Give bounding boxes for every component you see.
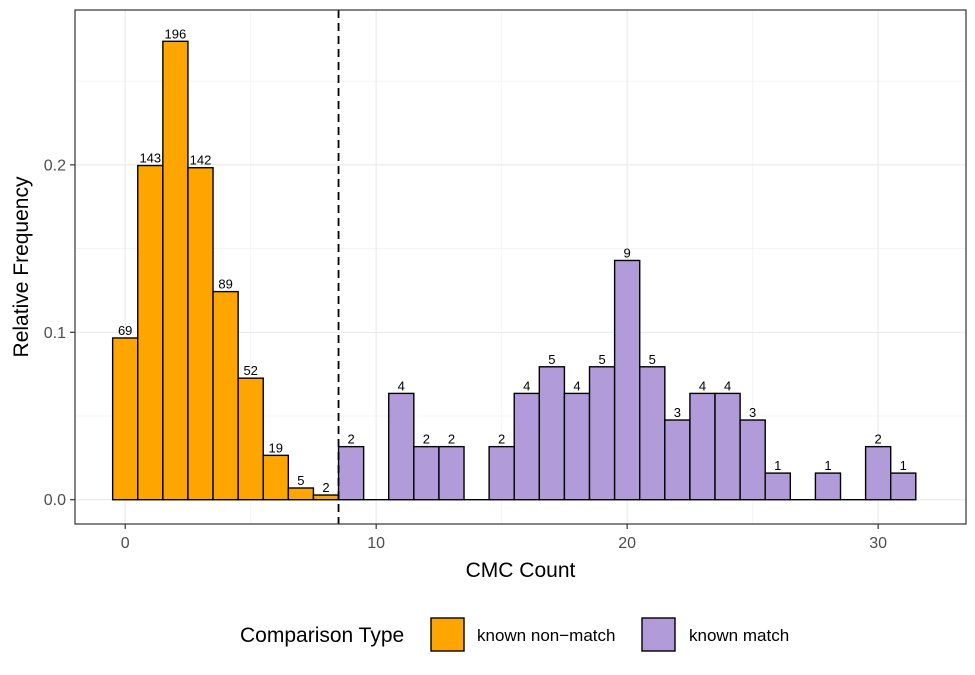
bar-match xyxy=(890,472,917,501)
bar-match xyxy=(538,366,566,501)
bar-non-match xyxy=(287,487,315,501)
legend-label-match: known match xyxy=(689,626,789,645)
y-tick-label: 0.2 xyxy=(44,157,66,174)
bar-non-match xyxy=(312,494,340,501)
bar-count-label: 89 xyxy=(218,277,232,292)
bar-count-label: 5 xyxy=(598,352,605,367)
bar-match xyxy=(613,259,641,501)
bar-count-label: 3 xyxy=(749,405,756,420)
bar-match xyxy=(513,392,541,501)
bar-match xyxy=(563,392,591,501)
bar-count-label: 5 xyxy=(548,352,555,367)
bar-match xyxy=(639,366,666,501)
bar-match xyxy=(413,445,440,501)
bar-count-label: 19 xyxy=(269,440,283,455)
axes: 0 10 20 30 0.0 0.1 0.2 xyxy=(44,157,887,552)
bar-match xyxy=(689,392,716,501)
bar-match xyxy=(388,392,415,501)
bar-count-label: 4 xyxy=(398,378,405,393)
bar-count-label: 196 xyxy=(165,26,187,41)
bar-non-match xyxy=(237,377,264,501)
y-axis-title: Relative Frequency xyxy=(10,176,33,357)
bar-count-label: 142 xyxy=(190,153,212,168)
bar-match xyxy=(337,445,365,501)
bar-count-label: 2 xyxy=(448,432,455,447)
y-tick-label: 0.0 xyxy=(44,492,66,509)
bar-match xyxy=(739,419,766,501)
bar-count-label: 2 xyxy=(875,432,882,447)
bar-count-label: 1 xyxy=(774,458,781,473)
bar-match xyxy=(488,445,515,501)
legend-key-match xyxy=(641,617,676,652)
bar-count-label: 69 xyxy=(118,323,132,338)
bar-non-match xyxy=(262,454,290,501)
bar-count-label: 2 xyxy=(322,480,329,495)
bar-non-match xyxy=(212,290,239,501)
bar-match xyxy=(864,445,892,501)
bar-match xyxy=(588,366,616,501)
bar-count-label: 4 xyxy=(573,378,580,393)
bar-non-match xyxy=(162,40,189,501)
bar-non-match xyxy=(111,337,139,501)
bar-count-label: 1 xyxy=(824,458,831,473)
x-tick-label: 10 xyxy=(367,535,385,552)
bar-count-label: 52 xyxy=(243,363,257,378)
panel-border xyxy=(74,9,967,525)
legend: Comparison Type known non−match known ma… xyxy=(240,617,789,652)
bar-count-label: 3 xyxy=(674,405,681,420)
y-tick-label: 0.1 xyxy=(44,325,66,342)
bar-match xyxy=(814,472,842,501)
bar-non-match xyxy=(137,164,164,501)
x-axis-title: CMC Count xyxy=(466,559,576,582)
bars xyxy=(111,40,917,501)
bar-match xyxy=(438,445,465,501)
bar-count-label: 5 xyxy=(649,352,656,367)
bar-count-label: 4 xyxy=(523,378,530,393)
bar-count-label: 5 xyxy=(297,473,304,488)
bar-non-match xyxy=(187,167,214,501)
bar-match xyxy=(664,419,691,501)
bar-count-label: 2 xyxy=(423,432,430,447)
x-tick-label: 30 xyxy=(869,535,887,552)
legend-title: Comparison Type xyxy=(240,624,404,647)
bar-count-label: 2 xyxy=(498,432,505,447)
bar-count-label: 143 xyxy=(139,151,161,166)
bar-match xyxy=(764,472,792,501)
x-tick-label: 0 xyxy=(121,535,130,552)
legend-label-non-match: known non−match xyxy=(477,626,615,645)
bar-count-label: 4 xyxy=(699,378,706,393)
bar-count-label: 1 xyxy=(900,458,907,473)
bar-count-label: 2 xyxy=(347,432,354,447)
x-tick-label: 20 xyxy=(618,535,636,552)
bar-count-label: 4 xyxy=(724,378,731,393)
bar-count-label: 9 xyxy=(624,245,631,260)
legend-key-non-match xyxy=(430,617,465,652)
bar-match xyxy=(714,392,741,501)
